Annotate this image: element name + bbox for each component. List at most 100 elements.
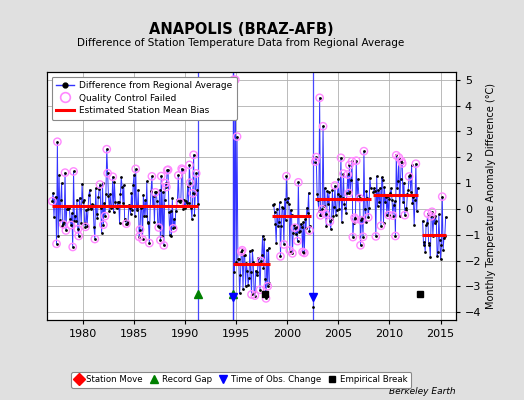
Point [331,182,339,189]
Point [50,214,58,220]
Point [373,173,381,180]
Point [147,188,155,194]
Point [78,181,86,187]
Point [265,280,274,286]
Point [345,162,354,168]
Point [282,173,291,179]
Point [358,215,366,221]
Point [89,202,97,208]
Point [357,217,366,224]
Point [86,205,95,211]
Point [398,160,407,167]
Point [319,123,327,130]
Point [354,176,362,182]
Point [126,210,135,217]
Point [93,215,102,221]
Point [140,212,148,219]
Point [91,236,99,242]
Point [424,240,433,246]
Point [114,199,123,206]
Point [52,241,61,247]
Point [366,174,374,181]
Point [110,209,118,216]
Point [348,158,356,164]
Point [69,168,78,175]
Point [250,292,259,299]
Point [114,199,122,205]
Legend: Difference from Regional Average, Quality Control Failed, Estimated Station Mean: Difference from Regional Average, Qualit… [52,76,236,120]
Point [348,234,357,240]
Point [351,214,359,221]
Point [192,170,200,177]
Point [316,212,325,218]
Point [280,196,289,202]
Point [287,212,296,218]
Point [63,204,72,210]
Point [271,221,279,227]
Point [156,237,165,244]
Point [58,180,66,186]
Point [313,191,321,197]
Point [398,160,407,167]
Point [304,190,313,196]
Point [306,223,314,229]
Point [85,192,93,198]
Point [107,204,115,211]
Point [298,224,306,230]
Point [101,213,109,219]
Point [105,208,114,214]
Point [51,194,59,201]
Point [191,190,200,197]
Point [387,185,395,192]
Point [162,184,170,190]
Point [74,233,83,239]
Point [321,211,330,217]
Point [337,155,345,161]
Point [318,206,326,212]
Point [272,240,280,246]
Point [385,196,394,202]
Point [237,248,245,255]
Point [423,220,431,226]
Point [342,210,350,216]
Point [58,223,67,229]
Point [90,224,98,230]
Point [100,200,108,207]
Point [242,260,250,266]
Point [163,167,171,174]
Point [425,242,434,248]
Point [256,286,264,293]
Point [177,196,185,203]
Point [305,227,313,234]
Point [291,224,299,231]
Point [440,234,448,241]
Point [239,252,248,258]
Point [378,177,387,183]
Point [287,207,295,213]
Point [316,212,325,218]
Point [92,185,100,192]
Point [82,206,91,213]
Point [334,176,343,182]
Point [381,199,389,206]
Point [351,216,359,223]
Point [263,247,271,254]
Point [426,254,434,260]
Point [188,216,196,222]
Point [332,212,340,218]
Point [280,241,288,248]
Point [161,180,170,186]
Point [138,236,147,243]
Point [380,184,388,190]
Point [299,219,308,226]
Point [430,214,438,221]
Point [294,179,302,186]
Point [103,170,112,176]
Point [163,167,171,174]
Y-axis label: Monthly Temperature Anomaly Difference (°C): Monthly Temperature Anomaly Difference (… [486,83,496,309]
Point [439,247,447,253]
Point [133,206,141,213]
Point [118,184,126,190]
Point [361,206,369,212]
Point [328,216,336,222]
